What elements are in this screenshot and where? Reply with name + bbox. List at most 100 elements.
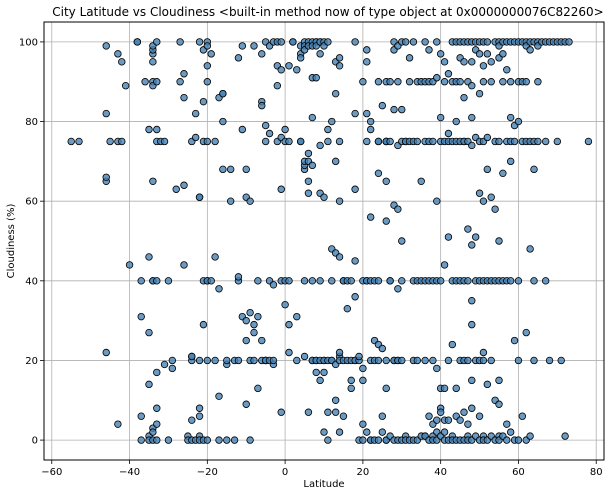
data-point	[226, 165, 235, 174]
data-point	[180, 261, 188, 269]
data-point	[506, 78, 515, 86]
data-point	[195, 412, 204, 420]
data-point	[219, 165, 227, 174]
data-point	[468, 82, 476, 90]
data-point	[425, 46, 433, 54]
data-point	[191, 133, 200, 142]
data-point	[479, 348, 488, 357]
data-point	[483, 165, 492, 174]
data-point	[102, 173, 110, 181]
data-point	[277, 185, 285, 193]
data-point	[366, 125, 375, 134]
data-point	[137, 312, 145, 321]
data-point	[436, 408, 445, 416]
data-point	[506, 428, 515, 436]
data-point	[335, 253, 344, 261]
data-point	[351, 257, 359, 265]
data-point	[456, 78, 464, 86]
data-point	[382, 356, 390, 365]
data-point	[234, 356, 243, 365]
y-axis-label: Cloudiness (%)	[6, 204, 17, 279]
chart-title: City Latitude vs Cloudiness <built-in me…	[52, 5, 603, 19]
data-point	[374, 436, 383, 444]
data-point	[382, 384, 390, 393]
data-point	[219, 117, 227, 126]
data-point	[285, 62, 293, 70]
data-point	[433, 38, 441, 46]
data-point	[261, 137, 270, 146]
data-point	[277, 38, 285, 46]
data-point	[180, 181, 188, 189]
data-point	[281, 125, 289, 134]
data-point	[522, 328, 530, 337]
data-point	[207, 50, 215, 58]
data-point	[180, 70, 188, 78]
data-point	[433, 197, 441, 205]
data-point	[359, 78, 367, 86]
data-point	[293, 312, 301, 321]
data-point	[258, 336, 266, 345]
data-point	[460, 93, 468, 102]
data-point	[149, 428, 157, 436]
data-point	[405, 54, 414, 62]
data-point	[145, 125, 153, 134]
data-point	[440, 428, 449, 436]
data-point	[355, 352, 363, 361]
data-point	[475, 189, 484, 197]
data-point	[254, 277, 262, 285]
data-point	[300, 352, 309, 361]
y-tick-label: 20	[25, 356, 38, 367]
data-point	[203, 356, 212, 365]
data-point	[160, 137, 169, 146]
data-point	[335, 54, 344, 62]
data-point	[199, 320, 208, 329]
data-point	[378, 101, 387, 110]
data-point	[386, 277, 394, 285]
data-point	[269, 281, 278, 289]
data-point	[153, 38, 161, 46]
data-point	[378, 412, 387, 420]
data-point	[153, 277, 161, 285]
data-point	[374, 78, 383, 86]
data-point	[436, 113, 445, 122]
data-point	[398, 105, 406, 114]
data-point	[394, 205, 402, 213]
data-point	[565, 38, 573, 46]
data-point	[153, 78, 161, 86]
data-point	[324, 408, 332, 416]
x-axis-ticks: −60 −40 −20 0 20 40 60 80	[41, 460, 603, 478]
data-point	[102, 348, 110, 357]
data-point	[468, 376, 476, 385]
data-point	[242, 336, 250, 345]
data-point	[382, 217, 390, 225]
data-point	[495, 400, 503, 408]
data-point	[308, 113, 317, 122]
data-point	[464, 277, 472, 285]
data-point	[557, 356, 565, 365]
data-point	[203, 436, 212, 444]
data-point	[203, 78, 212, 86]
data-point	[207, 277, 215, 285]
data-point	[460, 58, 468, 66]
data-point	[409, 38, 418, 46]
x-tick-label: 80	[590, 467, 603, 478]
data-point	[433, 74, 441, 82]
data-point	[320, 193, 328, 201]
data-point	[475, 412, 484, 420]
data-point	[223, 356, 231, 365]
y-tick-label: 40	[25, 276, 38, 287]
data-point	[374, 137, 383, 146]
x-axis-label: Latitude	[303, 479, 344, 490]
x-tick-label: −20	[197, 467, 218, 478]
data-point	[118, 58, 126, 66]
data-points	[67, 38, 593, 444]
data-point	[153, 404, 161, 412]
data-point	[363, 109, 371, 118]
data-point	[495, 376, 503, 385]
data-point	[514, 277, 523, 285]
data-point	[479, 78, 488, 86]
data-point	[308, 161, 317, 170]
data-point	[250, 328, 258, 337]
